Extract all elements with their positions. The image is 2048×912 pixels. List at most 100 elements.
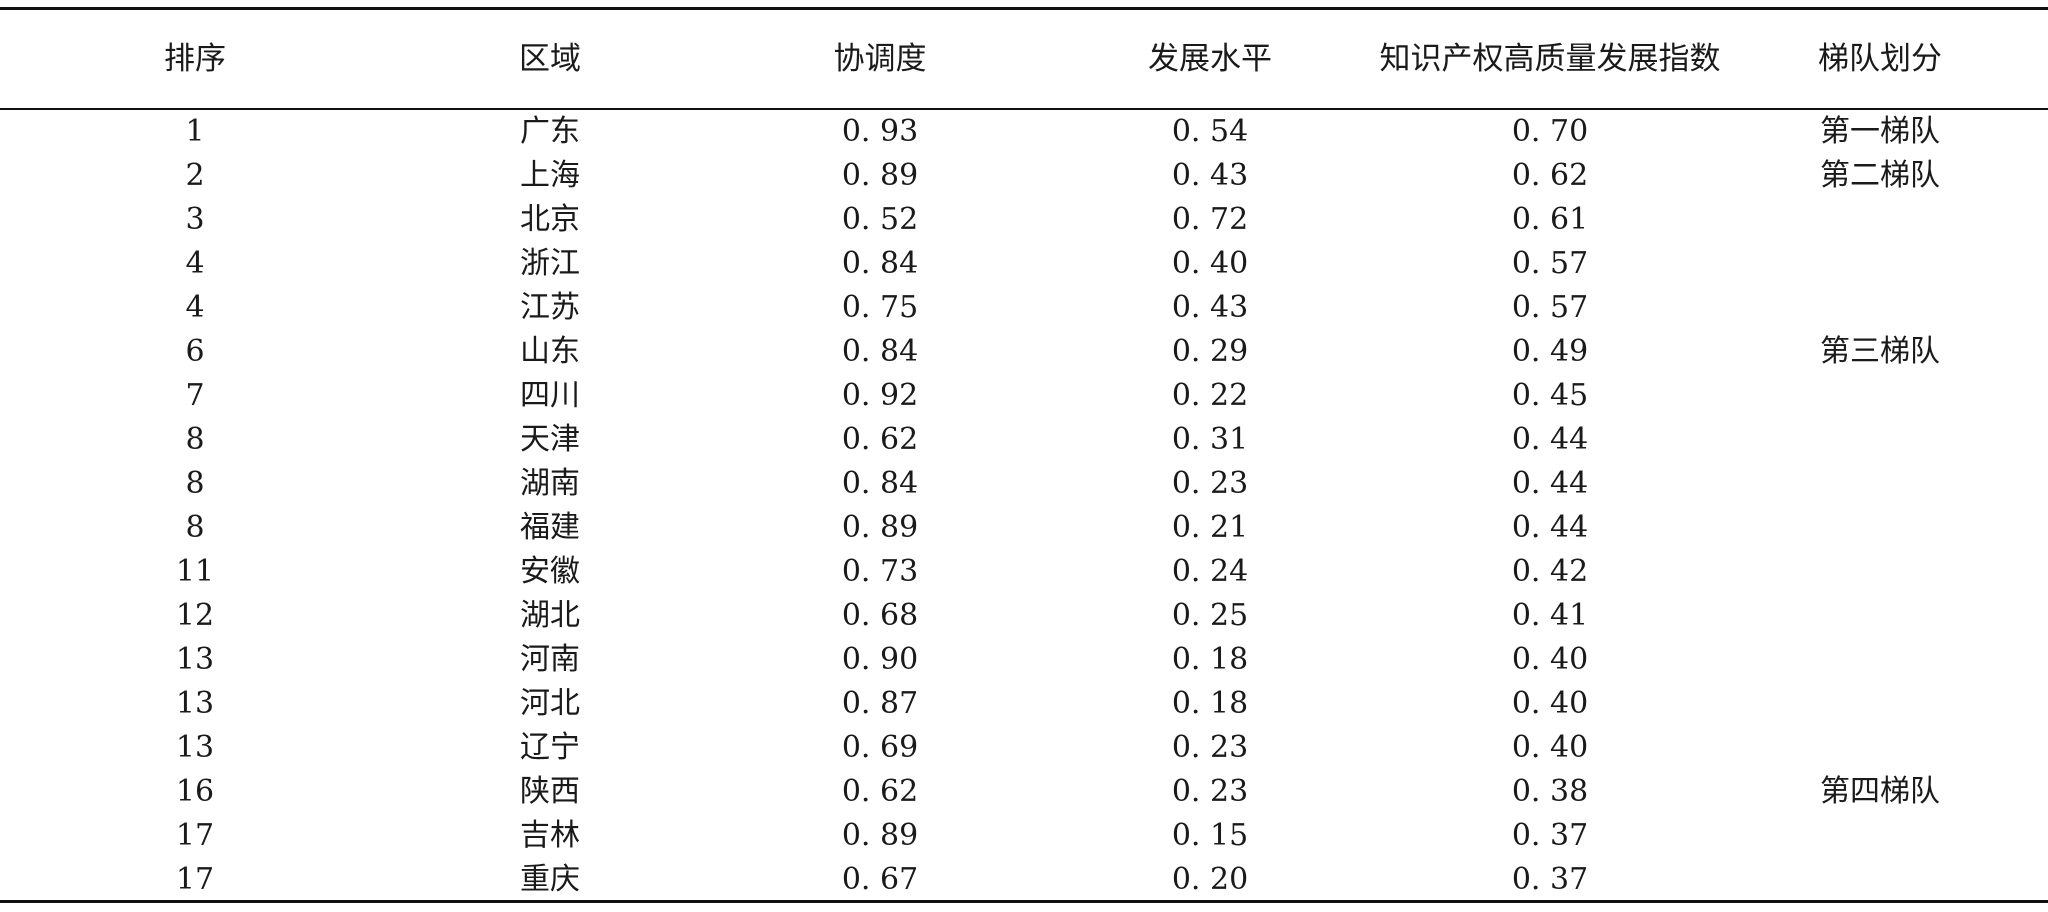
cell-region: 河北 <box>520 686 580 721</box>
cell-coordination: 0. 93 <box>841 114 919 149</box>
cell-tier <box>1790 374 1970 418</box>
cell-region: 湖南 <box>520 466 580 501</box>
cell-development-level: 0. 25 <box>1171 598 1249 633</box>
cell-tier <box>1790 286 1970 330</box>
cell-coordination: 0. 87 <box>841 686 919 721</box>
header-rank: 排序 <box>164 41 226 77</box>
cell-region: 四川 <box>520 378 580 413</box>
table-row: 8 天津 0. 62 0. 31 0. 44 <box>0 418 2048 462</box>
cell-development-level: 0. 23 <box>1171 774 1249 809</box>
cell-coordination: 0. 68 <box>841 598 919 633</box>
cell-ip-index: 0. 42 <box>1511 554 1589 589</box>
cell-region: 江苏 <box>520 290 580 325</box>
cell-development-level: 0. 20 <box>1171 862 1249 897</box>
table-row: 7 四川 0. 92 0. 22 0. 45 <box>0 374 2048 418</box>
cell-ip-index: 0. 44 <box>1511 466 1589 501</box>
cell-ip-index: 0. 45 <box>1511 378 1589 413</box>
table-row: 6 山东 0. 84 0. 29 0. 49 第三梯队 <box>0 330 2048 374</box>
cell-development-level: 0. 21 <box>1171 510 1249 545</box>
table-row: 2 上海 0. 89 0. 43 0. 62 第二梯队 <box>0 154 2048 198</box>
cell-rank: 8 <box>185 422 205 457</box>
cell-development-level: 0. 29 <box>1171 334 1249 369</box>
cell-region: 浙江 <box>520 246 580 281</box>
cell-region: 广东 <box>520 114 580 149</box>
cell-region: 吉林 <box>520 818 580 853</box>
cell-coordination: 0. 52 <box>841 202 919 237</box>
cell-tier <box>1790 462 1970 506</box>
cell-coordination: 0. 84 <box>841 246 919 281</box>
cell-rank: 13 <box>175 642 215 677</box>
cell-development-level: 0. 43 <box>1171 158 1249 193</box>
cell-tier: 第二梯队 <box>1820 158 1940 193</box>
table-row: 13 河北 0. 87 0. 18 0. 40 <box>0 682 2048 726</box>
header-region: 区域 <box>519 41 581 77</box>
cell-ip-index: 0. 49 <box>1511 334 1589 369</box>
cell-tier <box>1790 594 1970 638</box>
cell-coordination: 0. 89 <box>841 818 919 853</box>
cell-ip-index: 0. 37 <box>1511 818 1589 853</box>
cell-coordination: 0. 92 <box>841 378 919 413</box>
cell-coordination: 0. 84 <box>841 466 919 501</box>
cell-rank: 11 <box>175 554 215 589</box>
cell-coordination: 0. 69 <box>841 730 919 765</box>
cell-coordination: 0. 62 <box>841 422 919 457</box>
cell-tier <box>1790 550 1970 594</box>
cell-rank: 4 <box>185 290 205 325</box>
cell-coordination: 0. 89 <box>841 158 919 193</box>
table-row: 4 江苏 0. 75 0. 43 0. 57 <box>0 286 2048 330</box>
cell-ip-index: 0. 44 <box>1511 510 1589 545</box>
table-top-rule <box>0 7 2048 10</box>
cell-tier <box>1790 242 1970 286</box>
cell-rank: 16 <box>175 774 215 809</box>
table-row: 1 广东 0. 93 0. 54 0. 70 第一梯队 <box>0 110 2048 154</box>
cell-rank: 12 <box>175 598 215 633</box>
cell-ip-index: 0. 57 <box>1511 246 1589 281</box>
table-bottom-rule <box>0 900 2048 903</box>
header-ip-index: 知识产权高质量发展指数 <box>1379 41 1721 77</box>
cell-rank: 8 <box>185 466 205 501</box>
cell-development-level: 0. 22 <box>1171 378 1249 413</box>
cell-region: 山东 <box>520 334 580 369</box>
cell-region: 上海 <box>520 158 580 193</box>
cell-region: 辽宁 <box>520 730 580 765</box>
cell-tier <box>1790 682 1970 726</box>
cell-rank: 2 <box>185 158 205 193</box>
cell-tier: 第三梯队 <box>1820 334 1940 369</box>
cell-ip-index: 0. 44 <box>1511 422 1589 457</box>
cell-development-level: 0. 54 <box>1171 114 1249 149</box>
cell-tier <box>1790 198 1970 242</box>
cell-ip-index: 0. 40 <box>1511 730 1589 765</box>
cell-region: 福建 <box>520 510 580 545</box>
cell-rank: 6 <box>185 334 205 369</box>
cell-development-level: 0. 40 <box>1171 246 1249 281</box>
cell-rank: 17 <box>175 818 215 853</box>
cell-tier <box>1790 814 1970 858</box>
cell-rank: 1 <box>185 114 205 149</box>
cell-ip-index: 0. 38 <box>1511 774 1589 809</box>
cell-ip-index: 0. 40 <box>1511 642 1589 677</box>
cell-rank: 7 <box>185 378 205 413</box>
cell-region: 陕西 <box>520 774 580 809</box>
cell-coordination: 0. 62 <box>841 774 919 809</box>
header-coordination: 协调度 <box>833 41 927 77</box>
cell-rank: 4 <box>185 246 205 281</box>
table-body: 1 广东 0. 93 0. 54 0. 70 第一梯队 2 上海 0. 89 0. 43 0. 62… <box>0 110 2048 902</box>
cell-coordination: 0. 90 <box>841 642 919 677</box>
cell-region: 安徽 <box>520 554 580 589</box>
cell-ip-index: 0. 61 <box>1511 202 1589 237</box>
cell-development-level: 0. 15 <box>1171 818 1249 853</box>
cell-coordination: 0. 84 <box>841 334 919 369</box>
cell-coordination: 0. 75 <box>841 290 919 325</box>
header-tier: 梯队划分 <box>1818 41 1942 77</box>
cell-ip-index: 0. 41 <box>1511 598 1589 633</box>
header-development-level: 发展水平 <box>1148 41 1272 77</box>
cell-rank: 17 <box>175 862 215 897</box>
cell-region: 重庆 <box>520 862 580 897</box>
table-row: 16 陕西 0. 62 0. 23 0. 38 第四梯队 <box>0 770 2048 814</box>
cell-rank: 3 <box>185 202 205 237</box>
cell-rank: 13 <box>175 730 215 765</box>
cell-development-level: 0. 43 <box>1171 290 1249 325</box>
cell-development-level: 0. 24 <box>1171 554 1249 589</box>
cell-rank: 8 <box>185 510 205 545</box>
table-row: 17 重庆 0. 67 0. 20 0. 37 <box>0 858 2048 902</box>
